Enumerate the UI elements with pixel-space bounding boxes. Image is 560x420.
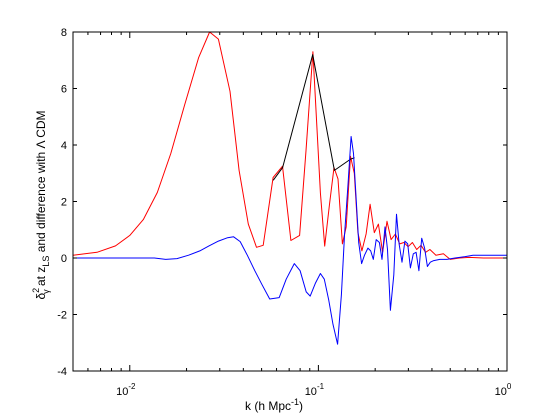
series-blue-line [73,136,507,345]
y-tick-label: 8 [61,27,67,39]
y-tick-label: 0 [61,253,67,265]
y-tick-labels: -4 -2 0 2 4 6 8 [57,27,67,378]
y-tick-label: -2 [57,310,67,322]
y-axis-label-sub: γ [41,289,51,294]
y-axis-label-sup: 2 [31,288,41,293]
x-tick-label: 10-1 [305,382,325,398]
y-tick-label: 6 [61,84,67,96]
y-axis-label-mid: at z [34,267,48,290]
x-axis-label-exponent: -1 [291,397,299,407]
x-tick-label: 10-2 [116,382,136,398]
x-axis-label-close: ) [299,399,303,413]
y-tick-label: 2 [61,197,67,209]
x-tick-labels: 10-2 10-1 100 [116,382,512,398]
x-axis-label: k (h Mpc-1) [245,397,303,413]
y-tick-label: 4 [61,140,67,152]
y-axis-label-delta: δ [34,293,48,300]
plot-background [73,32,507,371]
x-tick-label: 100 [495,382,512,398]
plot-frame [72,31,508,372]
y-axis-label-tail: and difference with Λ CDM [34,110,48,255]
y-axis-label: δ2γ at zLS and difference with Λ CDM [31,110,51,299]
series-black-line [272,54,355,181]
x-axis-label-main: k (h Mpc [245,399,291,413]
series-layer [72,31,507,345]
y-tick-label: -4 [57,366,67,378]
y-axis-label-sub2: LS [41,256,51,267]
